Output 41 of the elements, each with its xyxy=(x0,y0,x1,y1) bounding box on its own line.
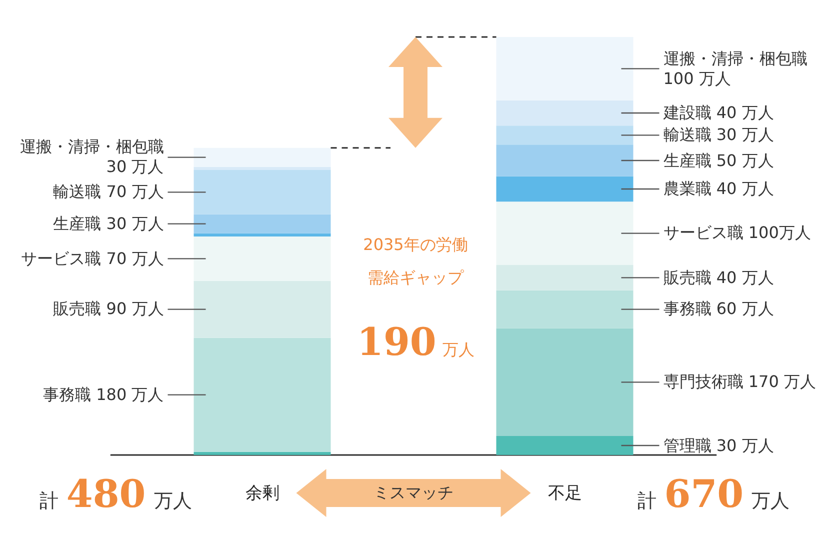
text: ミスマッチ xyxy=(374,482,454,502)
text: 専門技術職 170 万人 xyxy=(663,372,816,392)
text: 農業職 40 万人 xyxy=(663,179,774,198)
bar xyxy=(194,214,331,234)
bar xyxy=(194,170,331,214)
bar xyxy=(194,236,331,281)
text: 事務職 60 万人 xyxy=(663,299,774,318)
bar xyxy=(496,265,634,290)
bar xyxy=(194,148,331,167)
bar xyxy=(496,328,634,436)
data-label: 30 万人 xyxy=(106,157,164,176)
bar xyxy=(194,166,331,170)
bar xyxy=(496,176,634,202)
bar xyxy=(496,202,634,265)
text: 管理職 30 万人 xyxy=(663,436,774,454)
text: サービス職 100万人 xyxy=(663,223,811,242)
text: 生産職 50 万人 xyxy=(663,150,774,170)
bar xyxy=(194,280,331,338)
text: 輸送職 70 万人 xyxy=(53,182,164,202)
bar xyxy=(496,144,634,176)
text: サービス職 70 万人 xyxy=(21,248,164,268)
series-label: 運搬・清掃・梱包職 xyxy=(20,137,164,156)
text: 生産職 30 万人 xyxy=(53,214,164,233)
text: 運搬・清掃・梱包職 xyxy=(663,48,808,68)
text: 販売職 90 万人 xyxy=(53,299,164,318)
bar xyxy=(496,290,634,328)
text: 販売職 40 万人 xyxy=(663,268,774,287)
bar xyxy=(496,100,634,126)
bar xyxy=(496,436,634,455)
bar xyxy=(194,233,331,236)
text: 事務職 180 万人 xyxy=(43,384,164,404)
text: 建設職 40 万人 xyxy=(663,103,774,122)
x-tick-label: 不足 xyxy=(548,484,582,504)
x-tick-label: 余剰 xyxy=(245,484,280,504)
annotation: 2035年の労働需給ギャップ xyxy=(363,235,468,288)
text: 輸送職 30 万人 xyxy=(663,125,774,144)
bar xyxy=(496,37,634,100)
bar xyxy=(194,338,331,452)
bar xyxy=(496,126,634,145)
data-label: 100 万人 xyxy=(663,68,731,88)
bar xyxy=(194,452,331,455)
